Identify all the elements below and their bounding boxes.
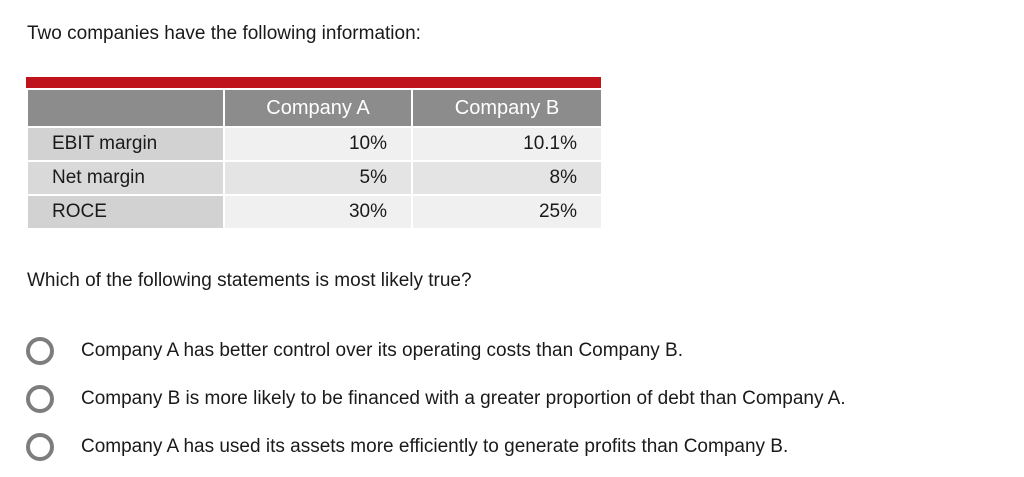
option-label: Company A has used its assets more effic… [81, 436, 789, 457]
table-row: Net margin 5% 8% [26, 160, 603, 196]
cell-company-a: 10% [223, 126, 413, 162]
row-label: Net margin [26, 160, 225, 196]
radio-button[interactable] [26, 385, 54, 413]
header-empty-cell [26, 88, 225, 128]
table-accent-bar [26, 77, 601, 88]
data-table: Company A Company B EBIT margin 10% 10.1… [26, 88, 603, 230]
table-row: ROCE 30% 25% [26, 194, 603, 230]
row-label: EBIT margin [26, 126, 225, 162]
answer-option-3[interactable]: Company A has used its assets more effic… [26, 423, 846, 471]
intro-text: Two companies have the following informa… [27, 23, 421, 44]
radio-button[interactable] [26, 433, 54, 461]
cell-company-a: 30% [223, 194, 413, 230]
radio-button[interactable] [26, 337, 54, 365]
table-row: EBIT margin 10% 10.1% [26, 126, 603, 162]
cell-company-b: 25% [411, 194, 603, 230]
question-text: Which of the following statements is mos… [27, 270, 472, 291]
cell-company-a: 5% [223, 160, 413, 196]
answer-option-1[interactable]: Company A has better control over its op… [26, 327, 846, 375]
option-label: Company A has better control over its op… [81, 340, 683, 361]
answer-option-2[interactable]: Company B is more likely to be financed … [26, 375, 846, 423]
cell-company-b: 8% [411, 160, 603, 196]
table-header-row: Company A Company B [26, 88, 603, 128]
option-label: Company B is more likely to be financed … [81, 388, 846, 409]
answer-options: Company A has better control over its op… [26, 327, 846, 471]
header-company-b: Company B [411, 88, 603, 128]
comparison-table: Company A Company B EBIT margin 10% 10.1… [26, 77, 603, 230]
header-company-a: Company A [223, 88, 413, 128]
cell-company-b: 10.1% [411, 126, 603, 162]
row-label: ROCE [26, 194, 225, 230]
